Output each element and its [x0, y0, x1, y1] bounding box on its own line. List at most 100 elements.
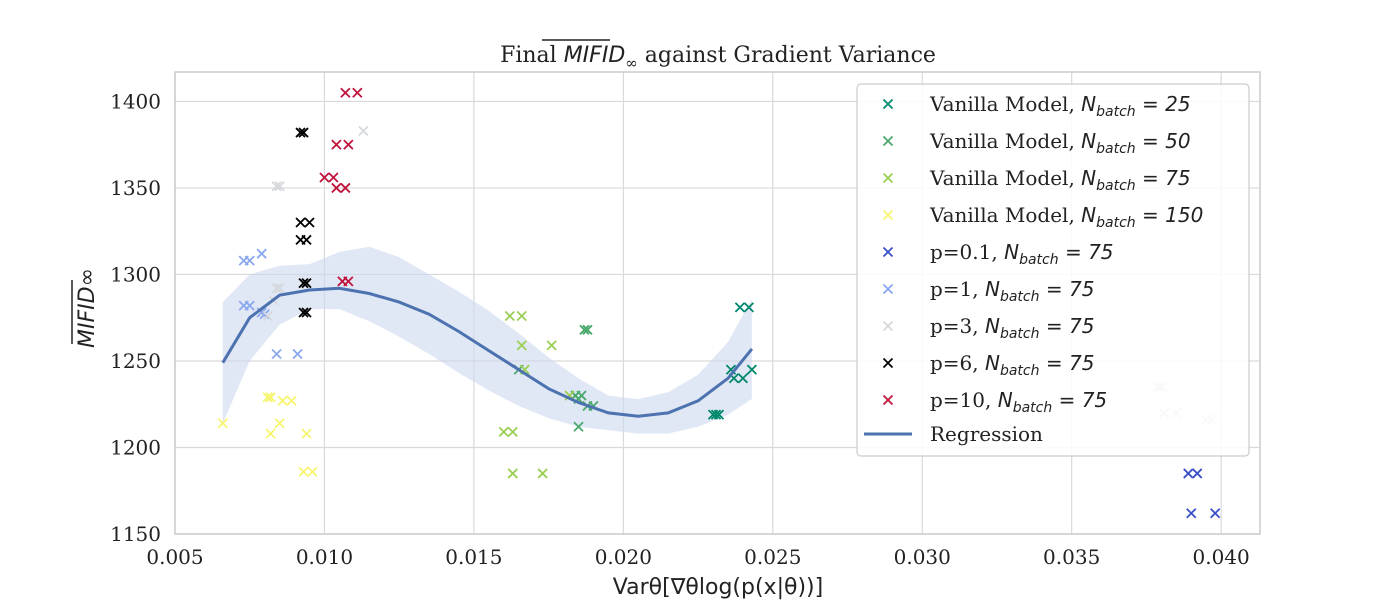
y-tick-label: 1400 — [110, 89, 161, 113]
data-point — [579, 324, 590, 335]
y-tick-label: 1300 — [110, 262, 161, 286]
legend-marker — [882, 320, 894, 332]
x-tick-label: 0.030 — [894, 545, 951, 569]
legend-marker — [882, 283, 894, 295]
legend-entry: p=1, Nbatch = 75 — [882, 277, 1094, 305]
legend-marker — [882, 394, 894, 406]
legend: Vanilla Model, Nbatch = 25 Vanilla Model,… — [856, 83, 1250, 457]
data-point — [271, 348, 282, 360]
legend-entry: p=0.1, Nbatch = 75 — [882, 240, 1114, 268]
data-point — [734, 302, 746, 313]
x-tick-label: 0.005 — [146, 545, 203, 569]
data-point — [352, 87, 363, 98]
data-point — [265, 392, 276, 403]
y-tick-label: 1250 — [110, 349, 161, 373]
data-point — [537, 468, 548, 479]
legend-label: Regression — [930, 422, 1043, 446]
regression-confidence-band — [222, 246, 752, 434]
data-point — [343, 276, 354, 287]
data-point — [328, 172, 339, 183]
data-point — [340, 182, 351, 194]
data-point — [498, 426, 509, 438]
legend-label: p=6, Nbatch = 75 — [930, 351, 1094, 379]
data-point — [277, 395, 288, 406]
data-point — [331, 182, 342, 194]
y-tick-labels: 1150 1200 1250 1300 1350 1400 — [110, 89, 161, 546]
legend-marker — [882, 209, 894, 221]
data-point — [274, 418, 285, 429]
x-tick-labels: 0.005 0.010 0.015 0.020 0.025 0.030 0.035 0.040 — [146, 545, 1249, 569]
data-point — [710, 409, 722, 420]
legend-label: p=1, Nbatch = 75 — [930, 277, 1094, 305]
data-point — [507, 468, 518, 479]
x-axis-label: Varθ[∇θlog(p(x|θ))] — [613, 575, 823, 600]
legend-label: Vanilla Model, Nbatch = 150 — [929, 203, 1203, 231]
data-point — [307, 466, 318, 477]
data-point — [582, 324, 593, 335]
legend-label: p=10, Nbatch = 75 — [930, 388, 1107, 416]
data-point — [295, 127, 306, 138]
legend-entry: Vanilla Model, Nbatch = 150 — [882, 203, 1203, 231]
data-point — [265, 428, 276, 439]
x-tick-label: 0.035 — [1043, 545, 1100, 569]
legend-label: Vanilla Model, Nbatch = 75 — [929, 166, 1191, 194]
legend-marker — [882, 98, 894, 110]
legend-label: p=3, Nbatch = 75 — [930, 314, 1094, 342]
data-point — [271, 283, 282, 294]
y-tick-label: 1350 — [110, 176, 161, 200]
data-point — [507, 426, 518, 438]
svg-text:MIFID∞: MIFID∞ — [75, 268, 100, 348]
data-point — [1210, 508, 1221, 519]
data-point — [576, 390, 587, 401]
data-point — [274, 283, 285, 294]
legend-entry: Vanilla Model, Nbatch = 50 — [882, 129, 1191, 157]
data-point — [217, 418, 228, 429]
x-tick-label: 0.040 — [1193, 545, 1250, 569]
data-point — [331, 139, 342, 150]
x-tick-label: 0.010 — [296, 545, 353, 569]
data-point — [713, 409, 725, 420]
data-point — [301, 428, 312, 439]
legend-marker — [882, 172, 894, 184]
data-point — [244, 255, 255, 266]
y-tick-label: 1200 — [110, 435, 161, 459]
data-point — [1186, 508, 1197, 519]
data-point — [504, 310, 515, 322]
legend-entry: p=6, Nbatch = 75 — [882, 351, 1094, 379]
data-point — [301, 234, 312, 245]
data-point — [298, 307, 309, 318]
legend-label: Vanilla Model, Nbatch = 25 — [929, 92, 1191, 120]
y-axis-label: MIFID∞ — [71, 268, 100, 348]
data-point — [244, 300, 255, 311]
data-point — [262, 392, 273, 403]
data-point — [746, 364, 758, 375]
legend-label: p=0.1, Nbatch = 75 — [930, 240, 1114, 268]
y-tick-label: 1150 — [110, 522, 161, 546]
data-point — [295, 217, 306, 228]
data-point — [358, 125, 369, 136]
data-point — [573, 421, 584, 432]
data-point — [516, 310, 527, 322]
legend-marker — [882, 357, 894, 369]
chart-title: Final MIFID∞ against Gradient Variance — [500, 43, 936, 72]
data-point — [340, 87, 351, 98]
data-point — [1183, 468, 1194, 479]
x-tick-label: 0.015 — [445, 545, 502, 569]
data-point — [343, 139, 354, 150]
data-point — [737, 373, 749, 384]
legend-entry: p=3, Nbatch = 75 — [882, 314, 1094, 342]
data-point — [274, 181, 285, 192]
data-point — [546, 340, 557, 351]
data-point — [743, 302, 755, 313]
data-point — [256, 248, 267, 259]
data-point — [286, 395, 297, 406]
legend-marker — [882, 246, 894, 258]
data-point — [298, 277, 309, 289]
legend-entry: Vanilla Model, Nbatch = 75 — [882, 166, 1191, 194]
data-point — [516, 340, 527, 351]
data-point — [319, 172, 330, 183]
data-point — [1192, 468, 1203, 479]
legend-marker — [882, 135, 894, 147]
legend-entry: p=10, Nbatch = 75 — [882, 388, 1107, 416]
